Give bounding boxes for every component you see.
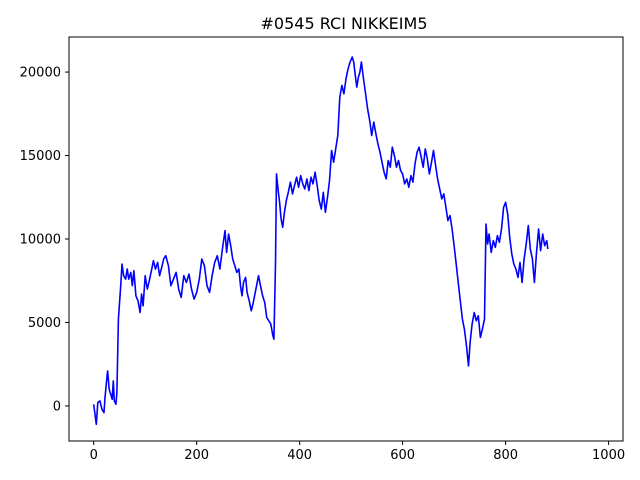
- x-tick-label: 600: [390, 448, 415, 463]
- x-tick-label: 800: [493, 448, 518, 463]
- axes-frame: [68, 36, 624, 442]
- y-tick-label: 0: [53, 399, 61, 414]
- x-tick-label: 0: [90, 448, 98, 463]
- chart-title: #0545 RCI NIKKEIM5: [261, 14, 428, 33]
- plot-area: [92, 56, 549, 426]
- x-tick-label: 1000: [592, 448, 625, 463]
- x-tick-label: 400: [287, 448, 312, 463]
- y-tick-label: 5000: [28, 316, 61, 331]
- x-tick-label: 200: [184, 448, 209, 463]
- series-line: [92, 56, 549, 426]
- y-tick-label: 15000: [20, 149, 61, 164]
- y-tick-label: 20000: [20, 66, 61, 81]
- x-axis-ticks: 0 200 400 600 800 1000: [90, 441, 625, 463]
- y-tick-label: 10000: [20, 233, 61, 248]
- y-axis-ticks: 0 5000 10000 15000 20000: [20, 66, 69, 414]
